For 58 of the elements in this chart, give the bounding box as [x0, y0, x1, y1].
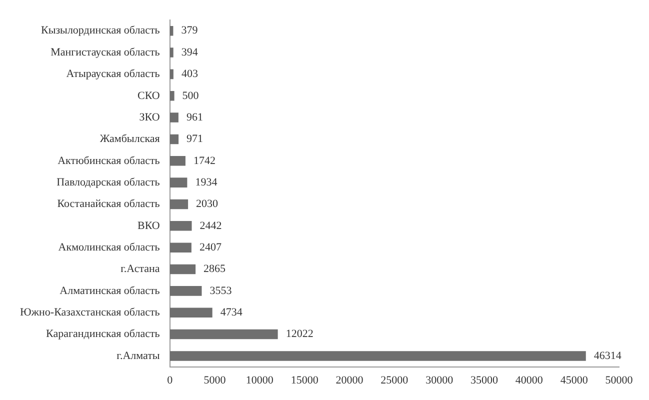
x-tick-label: 0 — [167, 374, 174, 386]
bar — [170, 286, 202, 296]
bar — [170, 156, 186, 166]
data-label: 2442 — [200, 220, 222, 232]
bar — [170, 351, 586, 361]
data-label: 403 — [181, 68, 198, 80]
data-label: 2865 — [204, 263, 226, 276]
bar — [170, 221, 192, 231]
x-tick-label: 20000 — [336, 374, 364, 386]
y-tick-label: ВКО — [137, 220, 160, 232]
x-tick-label: 30000 — [426, 374, 454, 386]
x-tick-label: 25000 — [380, 374, 409, 386]
bar — [170, 69, 174, 80]
y-tick-label: Павлодарская область — [56, 176, 160, 188]
data-label: 379 — [181, 24, 198, 37]
bar — [170, 199, 188, 210]
y-tick-label: г.Алматы — [116, 350, 160, 362]
bar — [170, 112, 178, 122]
bar — [170, 90, 174, 101]
y-tick-label: Атырауская область — [66, 68, 160, 80]
y-tick-label: Мангистауская область — [50, 46, 160, 58]
bar — [170, 48, 174, 58]
bar — [170, 329, 278, 340]
data-label: 2407 — [199, 241, 222, 254]
y-tick-label: Карагандинская область — [46, 328, 160, 340]
data-label: 971 — [186, 133, 204, 146]
data-label: 2030 — [196, 198, 219, 210]
y-tick-label: Южно-Казахстанская область — [20, 306, 160, 319]
x-tick-label: 5000 — [204, 374, 226, 386]
bar — [170, 242, 192, 252]
data-label: 394 — [181, 46, 198, 58]
y-tick-label: Кызылординская область — [40, 24, 160, 37]
y-tick-label: Жамбылская — [100, 133, 160, 146]
y-tick-label: Алматинская область — [60, 284, 160, 297]
x-tick-label: 50000 — [605, 374, 634, 386]
data-label: 4734 — [220, 306, 243, 319]
y-tick-label: Актюбинская область — [58, 154, 160, 167]
y-tick-label: Костанайская область — [57, 198, 160, 210]
data-label: 3553 — [210, 284, 232, 297]
bar — [170, 308, 212, 318]
x-tick-label: 15000 — [290, 374, 319, 386]
x-tick-label: 45000 — [560, 374, 588, 386]
data-label: 46314 — [594, 350, 622, 362]
data-label: 1742 — [193, 154, 216, 167]
y-tick-label: ЗКО — [139, 111, 160, 124]
bar — [170, 178, 188, 188]
y-tick-label: СКО — [137, 90, 160, 102]
x-tick-label: 10000 — [246, 374, 274, 386]
data-label: 12022 — [286, 328, 314, 340]
x-tick-label: 35000 — [470, 374, 498, 386]
data-label: 961 — [186, 111, 203, 124]
data-label: 1934 — [195, 176, 218, 188]
y-tick-label: г.Астана — [120, 263, 160, 276]
x-tick-label: 40000 — [515, 374, 544, 386]
bar — [170, 264, 196, 274]
y-tick-label: Акмолинская область — [58, 241, 160, 254]
bar — [170, 134, 179, 144]
data-label: 500 — [182, 90, 200, 102]
